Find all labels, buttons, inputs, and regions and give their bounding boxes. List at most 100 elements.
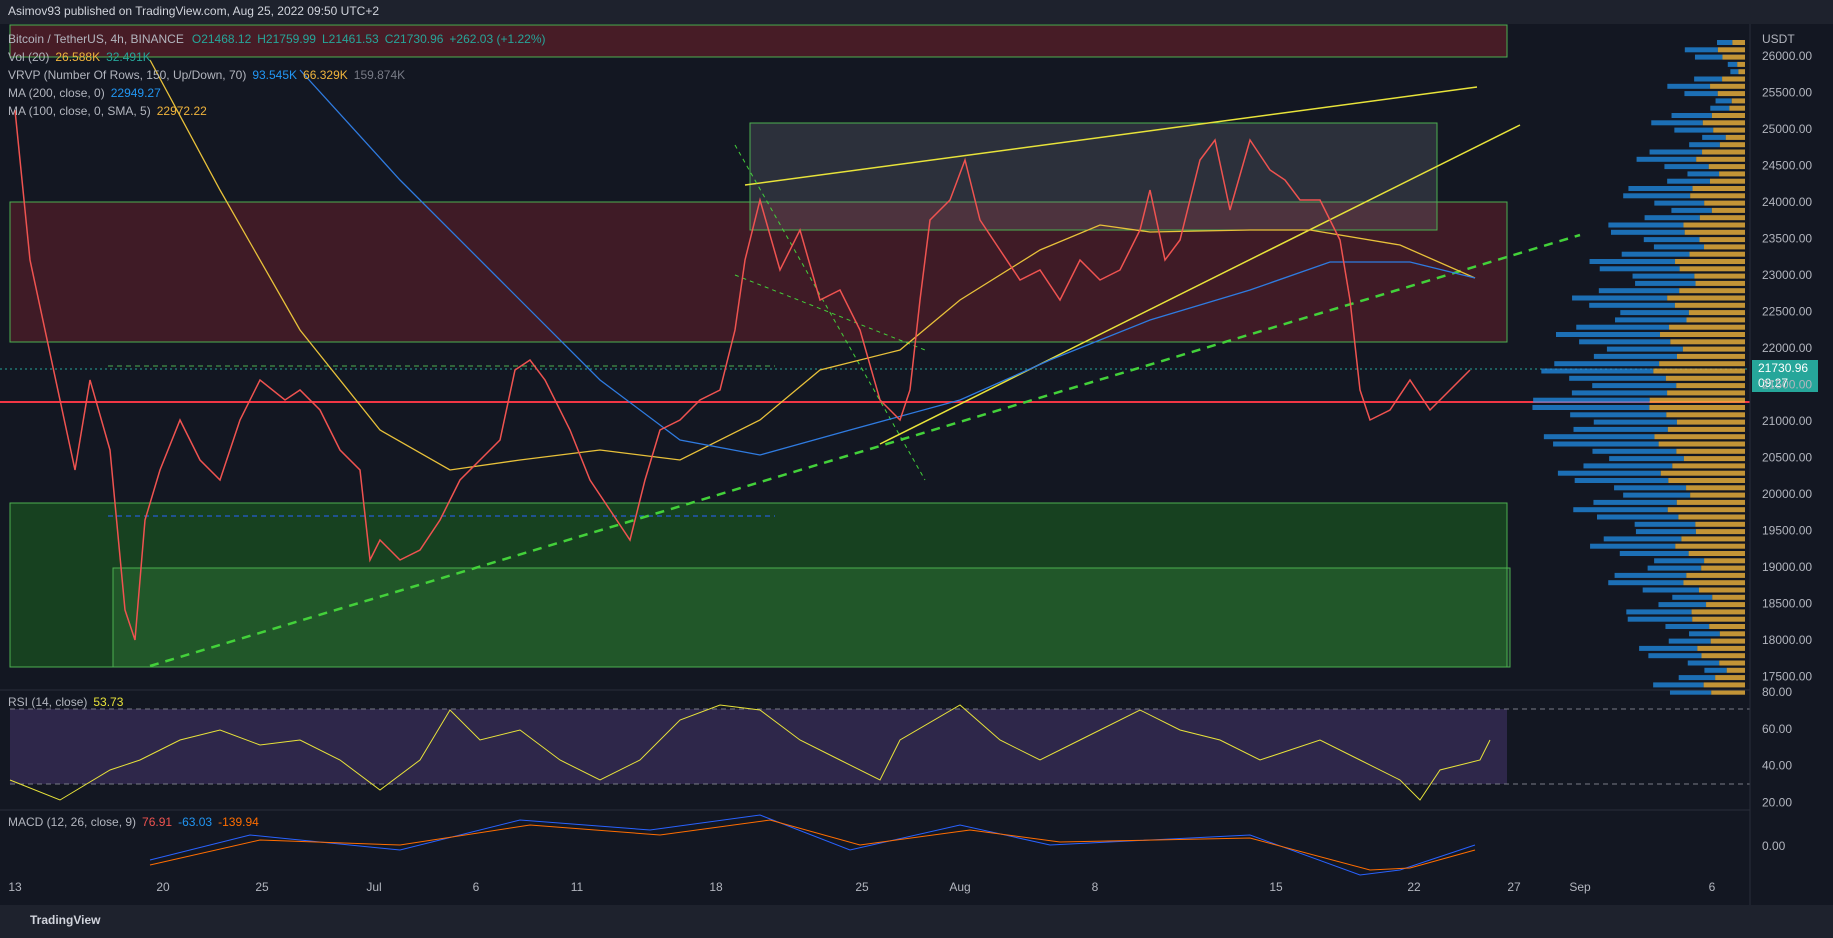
legend-text: L21461.53	[322, 32, 379, 46]
profile-bar	[1628, 186, 1693, 191]
legend-text: 76.91	[142, 815, 172, 829]
profile-bar	[1694, 273, 1745, 279]
footer-bar	[0, 905, 1833, 938]
profile-bar	[1690, 193, 1745, 199]
profile-bar	[1738, 69, 1745, 75]
profile-bar	[1532, 405, 1650, 410]
profile-bar	[1590, 543, 1676, 549]
profile-bar	[1599, 266, 1680, 272]
profile-bar	[1583, 463, 1673, 469]
profile-bar	[1665, 375, 1745, 381]
time-label: 25	[255, 880, 269, 894]
profile-bar	[1654, 558, 1705, 564]
brand: TradingView	[30, 913, 101, 927]
profile-bar	[1711, 689, 1745, 695]
legend-text: H21759.99	[257, 32, 316, 46]
profile-bar	[1592, 448, 1677, 454]
last-price-tag	[1752, 360, 1818, 392]
price-label: 24000.00	[1762, 195, 1812, 209]
profile-bar	[1632, 273, 1695, 279]
profile-bar	[1672, 463, 1745, 469]
profile-bar	[1658, 602, 1707, 608]
legend-text: 93.545K	[252, 68, 297, 82]
profile-bar	[1703, 682, 1745, 688]
profile-bar	[1667, 178, 1710, 184]
legend-text: -139.94	[218, 815, 259, 829]
profile-bar	[1712, 594, 1745, 600]
profile-bar	[1608, 580, 1684, 586]
profile-bar	[1664, 164, 1709, 170]
price-label: 20000.00	[1762, 487, 1812, 501]
profile-bar	[1702, 134, 1726, 140]
time-label: Jul	[366, 880, 381, 894]
price-label: 18000.00	[1762, 633, 1812, 647]
profile-bar	[1609, 456, 1684, 462]
channel-line	[734, 144, 926, 481]
profile-bar	[1619, 551, 1689, 556]
profile-bar	[1649, 405, 1745, 410]
profile-bar	[1666, 412, 1745, 418]
time-label: 22	[1407, 880, 1421, 894]
profile-bar	[1634, 521, 1696, 527]
time-label: 6	[1709, 880, 1716, 894]
profile-bar	[1635, 280, 1696, 286]
profile-bar	[1649, 149, 1703, 155]
profile-bar	[1668, 478, 1745, 483]
profile-bar	[1709, 624, 1745, 629]
profile-bar	[1704, 667, 1727, 673]
profile-bar	[1669, 689, 1712, 695]
zones	[9, 24, 1511, 668]
profile-bar	[1704, 244, 1745, 250]
profile-bar	[1598, 288, 1680, 294]
profile-bar	[1681, 536, 1745, 542]
macd-line	[149, 814, 1476, 876]
profile-bar	[1710, 105, 1730, 111]
profile-bar	[1713, 127, 1745, 133]
profile-bar	[1719, 660, 1745, 666]
profile-bar	[1667, 507, 1745, 513]
price-label: 19000.00	[1762, 560, 1812, 574]
top-bar	[0, 0, 1833, 24]
profile-bar	[1576, 324, 1670, 330]
profile-bar	[1627, 616, 1693, 622]
profile-bar	[1722, 54, 1745, 60]
profile-bar	[1689, 251, 1745, 257]
profile-bar	[1592, 383, 1677, 389]
profile-bar	[1671, 113, 1712, 118]
profile-bar	[1711, 113, 1745, 118]
price-label: 21500.00	[1762, 378, 1812, 392]
price-label: 23500.00	[1762, 232, 1812, 246]
rsi-label: 40.00	[1762, 759, 1792, 773]
profile-bar	[1689, 631, 1720, 637]
last-price: 21730.96	[1758, 361, 1808, 375]
time-label: 8	[1092, 880, 1099, 894]
trend-line	[149, 233, 1581, 668]
profile-bar	[1653, 682, 1704, 688]
profile-bar	[1667, 426, 1745, 432]
legend-text: RSI (14, close)	[8, 695, 87, 709]
zone	[9, 502, 1508, 668]
profile-bar	[1709, 178, 1745, 184]
profile-bar	[1704, 558, 1745, 564]
profile-bar	[1593, 419, 1677, 425]
profile-bar	[1653, 368, 1745, 374]
profile-bar	[1696, 156, 1745, 162]
legend-text: C21730.96	[385, 32, 444, 46]
profile-bar	[1676, 353, 1745, 359]
profile-bar	[1643, 237, 1700, 243]
price-path	[14, 109, 1471, 641]
time-label: 20	[156, 880, 170, 894]
profile-bar	[1608, 222, 1684, 228]
price-label: 26000.00	[1762, 49, 1812, 63]
profile-bar	[1676, 448, 1745, 454]
profile-bar	[1727, 61, 1738, 67]
countdown: 09:27	[1758, 376, 1788, 390]
profile-bar	[1687, 660, 1720, 666]
rsi-line	[9, 704, 1491, 801]
profile-bar	[1614, 485, 1687, 491]
profile-bar	[1698, 587, 1745, 593]
profile-bar	[1644, 215, 1700, 221]
profile-bar	[1589, 302, 1675, 308]
legend-text: 32.491K	[106, 50, 151, 64]
profile-bar	[1686, 317, 1745, 323]
